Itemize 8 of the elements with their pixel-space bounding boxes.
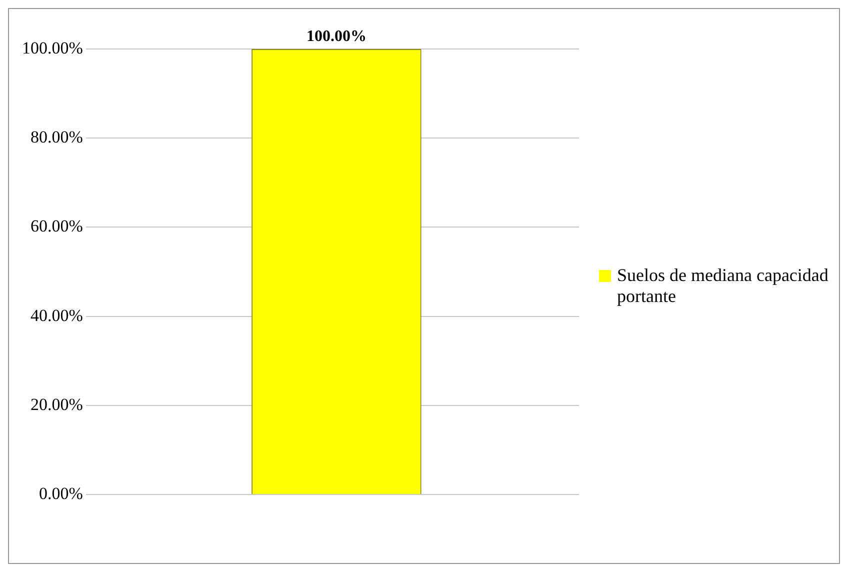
y-tick-label: 0.00% — [38, 484, 83, 504]
y-tick-label: 40.00% — [30, 306, 83, 325]
y-tick-label: 20.00% — [30, 394, 83, 414]
legend-label: Suelos de mediana capacidad portante — [617, 265, 829, 307]
y-tick-label: 60.00% — [30, 216, 83, 236]
y-tick-label: 100.00% — [22, 38, 83, 58]
y-tick-label: 80.00% — [30, 128, 83, 147]
data-label: 100.00% — [306, 28, 366, 46]
